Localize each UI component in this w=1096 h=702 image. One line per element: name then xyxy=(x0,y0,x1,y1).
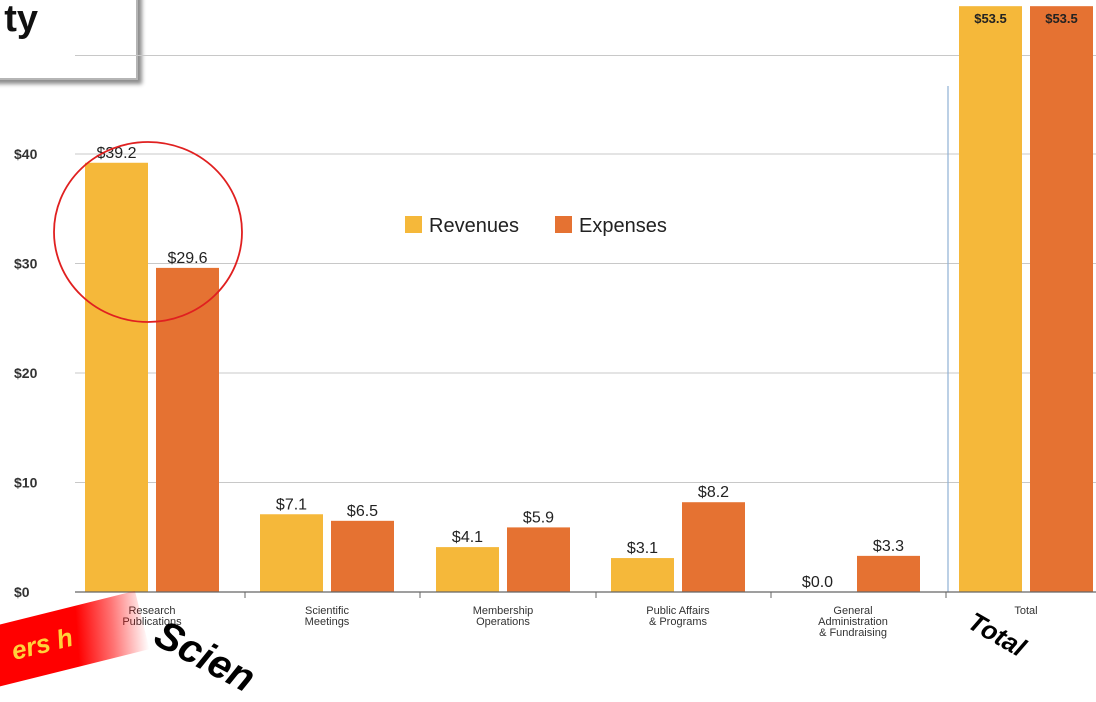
category-label: Scientific xyxy=(305,605,350,617)
bar-chart: $0 $10 $20 $30 $40 $39.2 $7.1 $4.1 $3.1 $0.0 $53.5… xyxy=(14,6,1096,639)
legend-label: Expenses xyxy=(579,215,667,237)
data-label: $3.3 xyxy=(873,538,904,555)
category-label: Public Affairs xyxy=(646,605,710,617)
corner-banner-text: ers h xyxy=(8,621,76,666)
title-box: ty xyxy=(0,0,138,80)
bar xyxy=(1030,6,1093,593)
data-label: $8.2 xyxy=(698,484,729,501)
data-label: $7.1 xyxy=(276,496,307,513)
category-label: Meetings xyxy=(305,616,350,628)
category-label: General xyxy=(833,605,872,617)
bar xyxy=(85,162,148,592)
legend-swatch xyxy=(405,216,422,233)
highlight-circle xyxy=(53,141,243,323)
bar xyxy=(331,520,394,592)
data-label: $6.5 xyxy=(347,503,378,520)
data-label: $29.6 xyxy=(167,250,207,267)
data-label: $5.9 xyxy=(523,509,554,526)
y-tick-label: $30 xyxy=(14,256,38,272)
y-tick-label: $20 xyxy=(14,365,38,381)
y-tick-label: $0 xyxy=(14,584,30,600)
category-label: Operations xyxy=(476,616,530,628)
category-label: & Programs xyxy=(649,616,708,628)
y-tick-label: $40 xyxy=(14,146,38,162)
data-label: $0.0 xyxy=(802,574,833,591)
bar xyxy=(611,558,674,592)
data-label: $53.5 xyxy=(1045,11,1078,26)
data-label: $3.1 xyxy=(627,540,658,557)
legend-label: Revenues xyxy=(429,215,519,237)
page-title: ty xyxy=(4,0,38,40)
bar xyxy=(959,6,1022,593)
legend-swatch xyxy=(555,216,572,233)
category-label: & Fundraising xyxy=(819,627,887,639)
y-tick-label: $10 xyxy=(14,475,38,491)
category-label: Total xyxy=(1014,605,1037,617)
bar xyxy=(857,555,920,592)
bar xyxy=(682,502,745,592)
data-label: $39.2 xyxy=(96,145,136,162)
bar xyxy=(260,514,323,592)
category-label: Membership xyxy=(473,605,534,617)
data-label: $4.1 xyxy=(452,529,483,546)
data-label: $53.5 xyxy=(974,11,1007,26)
category-label: Administration xyxy=(818,616,888,628)
bar xyxy=(156,267,219,592)
bar xyxy=(507,527,570,592)
bar xyxy=(436,547,499,592)
